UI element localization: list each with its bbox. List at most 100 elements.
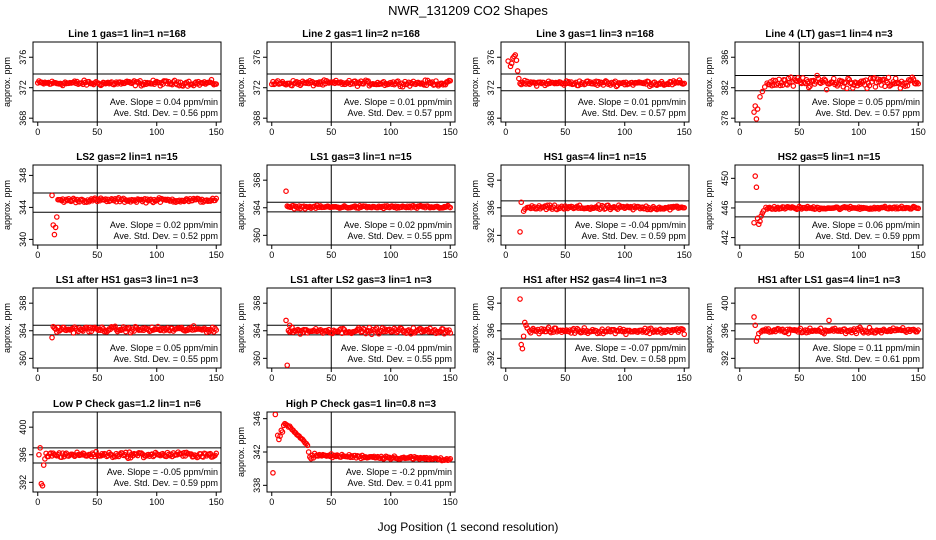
chart-panel: LS1 gas=3 lin=1 n=15 0 50 100 150 360 364 368 ap… [236,152,458,260]
x-tick-label: 150 [443,497,458,507]
data-point [914,79,920,86]
panel-title: Low P Check gas=1.2 lin=1 n=6 [53,399,201,410]
chart-panel: LS1 after LS2 gas=3 lin=1 n=3 0 50 100 150 36… [236,275,458,383]
x-tick-label: 150 [677,373,692,383]
data-point [213,450,220,457]
slope-annotation: Ave. Slope = 0.04 ppm/min [110,97,218,107]
x-tick-label: 150 [911,250,926,260]
data-point [37,445,43,451]
data-points [517,296,688,352]
std-annotation: Ave. Std. Dev. = 0.56 ppm [114,108,218,118]
plot-frame [734,164,924,246]
x-tick-label: 50 [92,250,102,260]
data-point [751,219,757,226]
data-point [519,345,526,352]
slope-annotation: Ave. Slope = -0.07 ppm/min [575,343,686,353]
std-annotation: Ave. Std. Dev. = 0.55 ppm [114,354,218,364]
data-point [681,80,688,87]
data-point [365,327,371,334]
y-tick-label: 376 [18,50,28,65]
x-tick-label: 100 [149,373,164,383]
data-point [518,199,525,206]
data-point [904,82,911,89]
panel-title: LS1 gas=3 lin=1 n=15 [310,152,412,163]
plot-frame [734,41,924,123]
std-annotation: Ave. Std. Dev. = 0.59 ppm [582,231,686,241]
data-point [447,330,454,336]
data-point [759,88,766,95]
y-axis-label: approx. ppm [470,57,480,107]
y-axis-label: approx. ppm [2,303,12,353]
data-point [49,192,55,199]
panel-title: LS1 after LS2 gas=3 lin=1 n=3 [290,275,432,286]
data-point [150,453,156,460]
y-tick-label: 364 [18,323,28,338]
data-point [113,198,120,205]
data-point [513,57,520,64]
data-point [885,74,892,81]
slope-annotation: Ave. Slope = -0.2 ppm/min [346,467,452,477]
data-point [213,81,220,87]
data-point [447,455,454,462]
data-point [885,328,892,334]
data-point [180,453,186,459]
y-tick-label: 360 [18,351,28,366]
y-tick-label: 392 [486,228,496,243]
data-points [505,52,688,90]
y-tick-label: 360 [252,351,262,366]
panel-title: LS2 gas=2 lin=1 n=15 [76,152,178,163]
data-point [892,75,899,82]
chart-panel: LS1 after HS1 gas=3 lin=1 n=3 0 50 100 150 36… [2,275,224,383]
plot-frame [32,411,222,493]
chart-panel: Line 4 (LT) gas=1 lin=4 n=3 0 50 100 150 378 3… [704,29,926,137]
data-point [507,63,514,70]
data-point [295,326,301,333]
y-tick-label: 372 [18,80,28,95]
y-tick-label: 360 [252,228,262,243]
panel-title: High P Check gas=1 lin=0.8 n=3 [286,399,437,410]
x-tick-label: 50 [794,250,804,260]
y-tick-label: 442 [720,230,730,245]
data-point [213,327,220,333]
panel-title: Line 4 (LT) gas=1 lin=4 n=3 [765,29,893,40]
data-point [915,327,922,333]
data-point [508,60,515,67]
y-axis-label: approx. ppm [704,180,714,230]
chart-panel: HS2 gas=5 lin=1 n=15 0 50 100 150 442 446 450 ap… [704,152,926,260]
x-tick-label: 50 [794,373,804,383]
data-point [427,79,433,85]
y-axis-label: approx. ppm [470,303,480,353]
data-points [517,199,688,235]
y-tick-label: 368 [252,111,262,126]
y-axis-label: approx. ppm [236,57,246,107]
data-point [339,81,345,87]
data-point [761,84,768,90]
data-point [99,450,105,457]
y-axis-label: approx. ppm [2,180,12,230]
data-point [849,85,856,91]
y-tick-label: 364 [252,323,262,338]
slope-annotation: Ave. Slope = 0.11 ppm/min [813,343,920,353]
chart-panel: HS1 after LS1 gas=4 lin=1 n=3 0 50 100 150 39… [704,275,926,383]
y-tick-label: 372 [252,80,262,95]
data-point [213,195,220,202]
y-tick-label: 364 [252,200,262,215]
data-point [758,213,764,219]
y-tick-label: 396 [486,200,496,215]
data-point [873,79,880,86]
data-point [52,224,59,231]
data-point [277,433,283,439]
data-point [845,75,851,82]
x-tick-label: 50 [794,127,804,137]
slope-annotation: Ave. Slope = 0.05 ppm/min [110,343,218,353]
data-point [446,327,452,333]
x-tick-label: 50 [560,250,570,260]
slope-annotation: Ave. Slope = 0.02 ppm/min [344,220,452,230]
x-tick-label: 100 [149,497,164,507]
plot-frame [266,164,456,246]
data-point [36,451,42,458]
panel-title: HS1 after LS1 gas=4 lin=1 n=3 [758,275,901,286]
y-axis-label: approx. ppm [704,57,714,107]
x-tick-label: 0 [269,127,274,137]
